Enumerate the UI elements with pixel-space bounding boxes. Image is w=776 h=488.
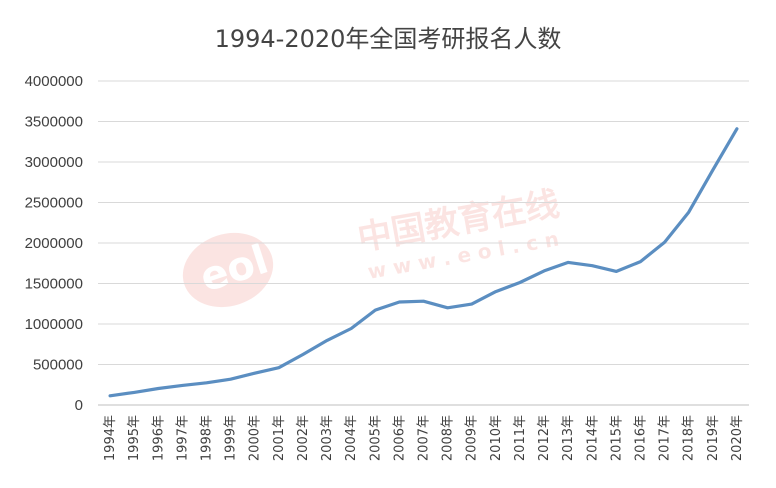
- x-tick-label: 2018年: [682, 415, 697, 461]
- y-tick-label: 1500000: [25, 276, 83, 293]
- watermark-logo-icon: [182, 232, 274, 308]
- x-tick-label: 2011年: [513, 415, 528, 461]
- x-tick-label: 2002年: [296, 415, 311, 461]
- x-tick-label: 2008年: [441, 415, 456, 461]
- x-tick-label: 2019年: [706, 415, 721, 461]
- x-tick-label: 2001年: [272, 415, 287, 461]
- x-tick-label: 1997年: [175, 415, 190, 461]
- x-tick-label: 1999年: [224, 415, 239, 461]
- x-tick-label: 2006年: [392, 415, 407, 461]
- x-tick-label: 2005年: [368, 415, 383, 461]
- series-line: [108, 127, 739, 398]
- y-tick-label: 3000000: [25, 154, 83, 171]
- grid-lines: [98, 80, 749, 365]
- y-tick-label: 2000000: [25, 235, 83, 252]
- x-tick-label: 2000年: [248, 415, 263, 461]
- x-tick-label: 1995年: [127, 415, 142, 461]
- x-axis: 1994年 1995年 1996年 1997年 1998年 1999年 2000年 2001年…: [98, 404, 749, 461]
- x-tick-label: 2012年: [537, 415, 552, 461]
- x-tick-label: 2017年: [658, 415, 673, 461]
- x-tick-label: 2020年: [730, 415, 745, 461]
- x-tick-label: 2009年: [465, 415, 480, 461]
- y-tick-label: 500000: [33, 357, 83, 374]
- chart-title: 1994-2020年全国考研报名人数: [215, 25, 562, 53]
- x-tick-label: 2015年: [609, 415, 624, 461]
- x-tick-label: 2003年: [320, 415, 335, 461]
- x-tick-label: 1996年: [151, 415, 166, 461]
- y-tick-label: 0: [75, 397, 83, 414]
- y-tick-label: 4000000: [25, 73, 83, 90]
- x-tick-label: 2007年: [417, 415, 432, 461]
- x-tick-label: 2010年: [489, 415, 504, 461]
- y-tick-label: 1000000: [25, 316, 83, 333]
- y-tick-label: 3500000: [25, 114, 83, 131]
- x-tick-label: 2013年: [561, 415, 576, 461]
- x-tick-label: 1998年: [200, 415, 215, 461]
- y-tick-label: 2500000: [25, 195, 83, 212]
- x-tick-label: 1994年: [103, 415, 118, 461]
- y-axis: 0 500000 1000000 1500000 2000000 2500000 30000…: [25, 73, 83, 414]
- x-tick-label: 2016年: [634, 415, 649, 461]
- x-tick-label: 2014年: [585, 415, 600, 461]
- plot-area: [108, 127, 739, 398]
- x-tick-label: 2004年: [344, 415, 359, 461]
